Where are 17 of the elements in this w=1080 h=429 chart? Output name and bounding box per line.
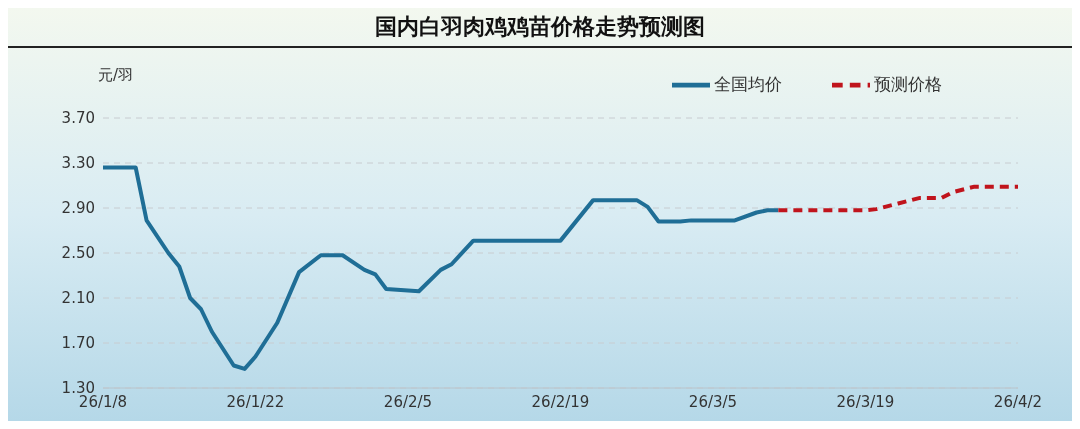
- legend-label: 预测价格: [874, 74, 942, 94]
- x-tick-label: 26/1/22: [226, 392, 285, 411]
- y-tick-label: 2.10: [61, 289, 95, 308]
- line-series: [776, 184, 1018, 213]
- x-tick-label: 26/2/5: [383, 392, 433, 411]
- x-tick-label: 26/3/5: [688, 392, 738, 411]
- y-tick-label: 3.30: [61, 154, 95, 173]
- y-tick-label: 2.50: [61, 244, 95, 263]
- x-tick-label: 26/4/2: [993, 392, 1043, 411]
- y-axis-title: 元/羽: [98, 66, 134, 85]
- chart-title: 国内白羽肉鸡鸡苗价格走势预测图: [8, 8, 1072, 48]
- y-tick-label: 3.70: [61, 109, 95, 128]
- x-tick-label: 26/3/19: [836, 392, 895, 411]
- legend-label: 全国均价: [714, 74, 782, 94]
- y-tick-label: 1.70: [61, 334, 95, 353]
- y-tick-label: 2.90: [61, 199, 95, 218]
- x-tick-label: 26/2/19: [531, 392, 590, 411]
